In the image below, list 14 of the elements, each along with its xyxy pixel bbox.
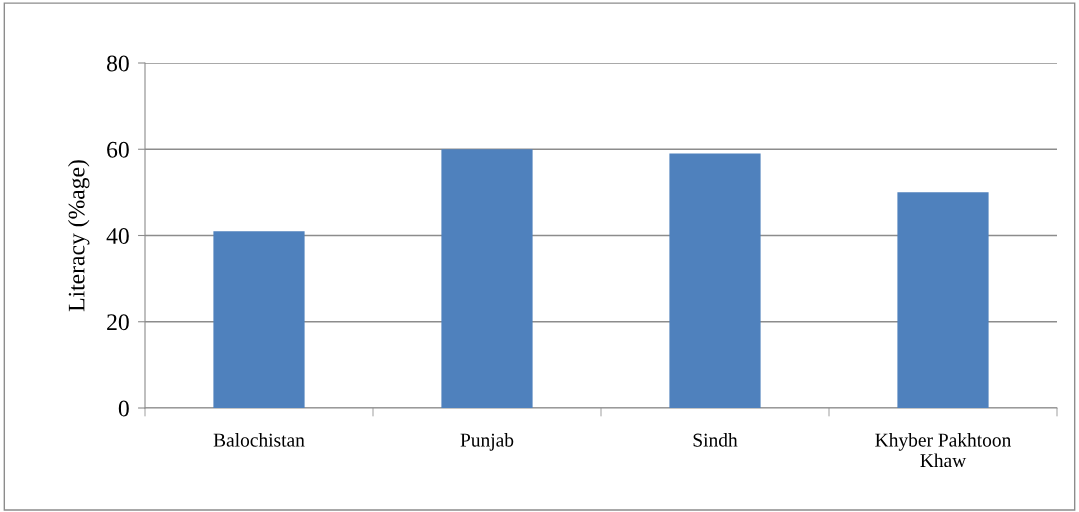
y-tick-label: 20 bbox=[107, 314, 129, 331]
y-axis-title: Literacy (%age) bbox=[67, 160, 90, 312]
y-tick-label: 60 bbox=[107, 141, 129, 158]
x-tick-label: Balochistan bbox=[213, 433, 305, 447]
x-tick-label: Khyber Pakhtoon Khaw bbox=[875, 433, 1012, 468]
bar bbox=[213, 231, 305, 408]
bar bbox=[897, 192, 989, 408]
y-tick-label: 80 bbox=[107, 55, 129, 72]
bar bbox=[441, 149, 533, 408]
bar bbox=[669, 153, 761, 408]
y-tick-label: 0 bbox=[118, 400, 129, 417]
y-tick-label: 40 bbox=[106, 227, 129, 244]
x-tick-label: Punjab bbox=[460, 433, 514, 451]
x-tick-label: Sindh bbox=[693, 433, 738, 447]
